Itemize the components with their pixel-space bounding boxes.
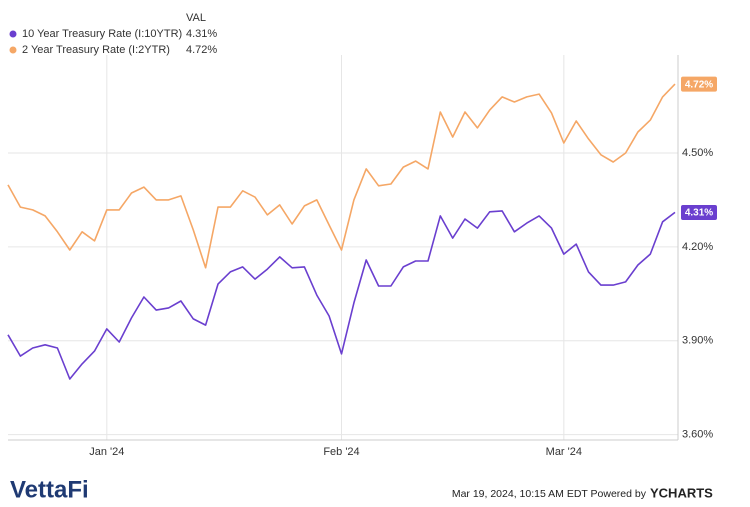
series-line — [7, 210, 676, 380]
x-tick-label: Mar '24 — [546, 446, 582, 458]
end-badge — [681, 76, 717, 92]
legend-label: 10 Year Treasury Rate (I:10YTR) — [22, 28, 182, 40]
y-tick-label: 4.20% — [682, 241, 713, 253]
y-tick-label: 3.60% — [682, 429, 713, 441]
x-tick-label: Jan '24 — [89, 446, 124, 458]
series-line — [7, 83, 676, 269]
legend-value: 4.72% — [186, 44, 217, 56]
y-tick-label: 3.90% — [682, 335, 713, 347]
end-badge — [681, 204, 717, 220]
legend-marker — [9, 46, 17, 54]
legend-value: 4.31% — [186, 28, 217, 40]
timestamp: Mar 19, 2024, 10:15 AM EDT Powered by — [452, 488, 647, 500]
legend-marker — [9, 30, 17, 38]
brand-logo: VettaFi — [10, 476, 89, 503]
x-tick-label: Feb '24 — [323, 446, 359, 458]
legend-header: VAL — [186, 12, 206, 24]
end-label: 4.31% — [685, 208, 713, 219]
provider-logo: YCHARTS — [650, 485, 713, 500]
y-tick-label: 4.50% — [682, 147, 713, 159]
legend-label: 2 Year Treasury Rate (I:2YTR) — [22, 44, 170, 56]
end-label: 4.72% — [685, 79, 713, 90]
